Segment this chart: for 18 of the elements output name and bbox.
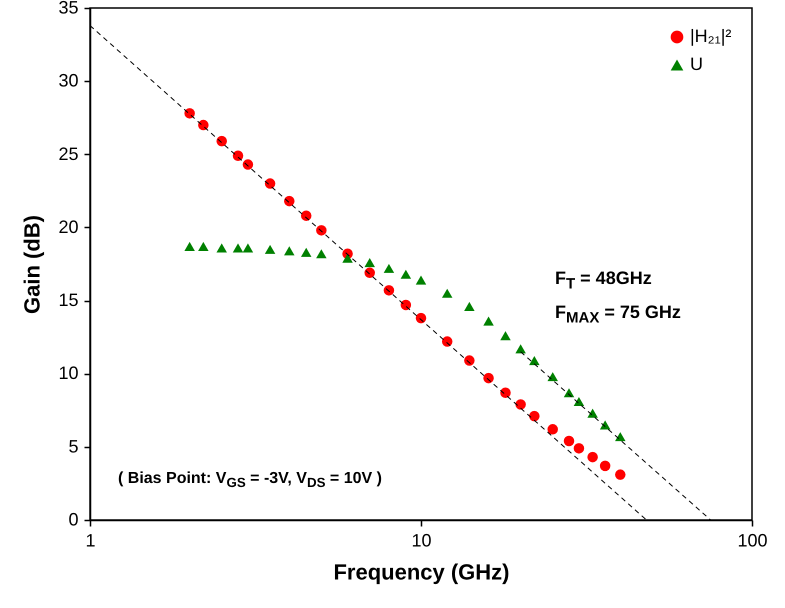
y-tick-label: 5: [68, 436, 78, 456]
y-tick-label: 20: [58, 216, 78, 237]
x-tick-label: 100: [737, 530, 768, 550]
x-axis-title: Frequency (GHz): [333, 560, 510, 584]
x-tick-label: 10: [411, 530, 432, 550]
legend-label: |H₂₁|²: [690, 26, 732, 46]
y-tick-label: 35: [58, 0, 78, 18]
y-tick-label: 15: [58, 290, 78, 310]
y-axis-title: Gain (dB): [19, 215, 44, 314]
y-tick-label: 0: [68, 510, 78, 530]
annotation: F$_{MAX}$ = 75 GHz: [555, 302, 681, 327]
x-tick-label: 1: [85, 530, 96, 550]
y-tick-label: 10: [58, 363, 78, 384]
legend-label: U: [690, 54, 703, 74]
annotation: ( Bias Point: V$_{GS}$ = -3V, V$_{DS}$ = 10V ): [118, 470, 382, 490]
y-tick-label: 25: [58, 144, 78, 164]
y-tick-label: 30: [58, 70, 78, 91]
annotation: F$_{T}$ = 48GHz: [555, 268, 652, 293]
